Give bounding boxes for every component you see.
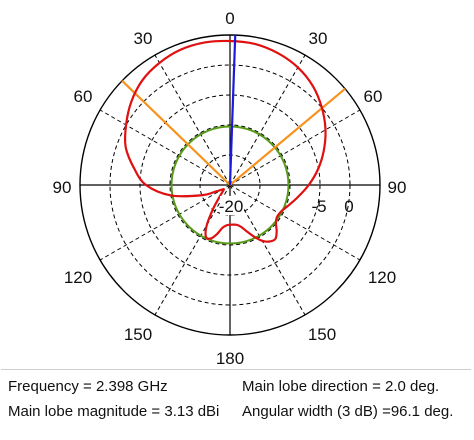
grid-spoke-210: [154, 184, 231, 316]
grid-spoke-60: [229, 109, 361, 186]
angle-tick-120-left: 120: [64, 268, 92, 287]
polar-chart: 0 30 30 60 60 90 90 120 120 150 150 180 …: [53, 9, 407, 368]
angle-tick-180: 180: [216, 349, 244, 368]
info-panel: [1, 369, 471, 438]
angle-tick-30-right: 30: [309, 29, 328, 48]
radial-tick-minus-5: -5: [311, 197, 326, 216]
angle-tick-0: 0: [225, 9, 234, 28]
grid-spoke-120: [229, 184, 361, 261]
main-lobe-magnitude-label: Main lobe magnitude = 3.13 dBi: [8, 403, 220, 420]
angle-tick-60-left: 60: [74, 87, 93, 106]
grid-spoke-240: [99, 184, 231, 261]
angle-tick-60-right: 60: [364, 87, 383, 106]
angle-tick-120-right: 120: [368, 268, 396, 287]
angle-tick-150-right: 150: [308, 325, 336, 344]
grid-spoke-30: [229, 54, 306, 186]
angle-tick-30-left: 30: [134, 29, 153, 48]
radial-tick-minus-20: -20: [219, 197, 244, 216]
grid-spoke-330: [154, 54, 231, 186]
reference-circle: [170, 125, 290, 245]
beamwidth-line-1: [121, 80, 231, 186]
beamwidth-line-2: [229, 87, 346, 186]
angle-tick-90-right: 90: [388, 178, 407, 197]
angle-tick-150-left: 150: [124, 325, 152, 344]
angle-tick-90-left: 90: [53, 178, 72, 197]
grid-spoke-300: [99, 109, 231, 186]
polar-traces: [121, 35, 346, 245]
angular-width-label: Angular width (3 dB) =96.1 deg.: [242, 403, 454, 420]
frequency-label: Frequency = 2.398 GHz: [8, 378, 168, 395]
main-lobe-line: [228, 35, 237, 186]
radiation-pattern-series-1: [123, 39, 327, 243]
main-lobe-direction-label: Main lobe direction = 2.0 deg.: [242, 378, 440, 395]
radial-tick-bg-20: [220, 196, 244, 215]
radial-tick-0: 0: [344, 197, 353, 216]
